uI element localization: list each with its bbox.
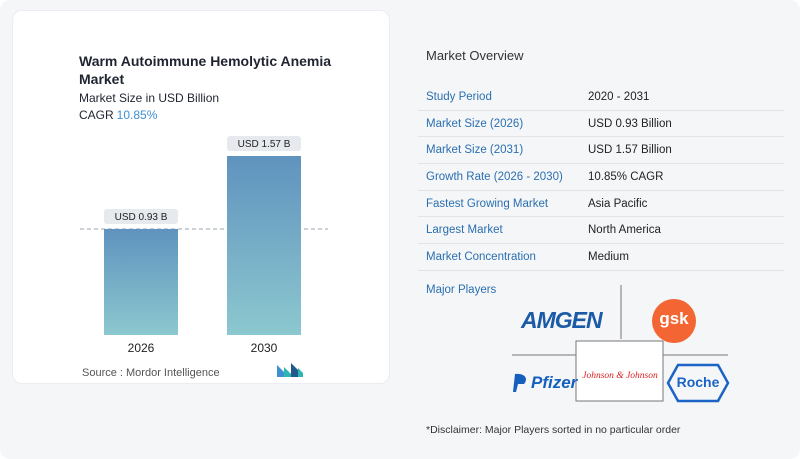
overview-row: Fastest Growing Market Asia Pacific bbox=[418, 191, 784, 218]
roche-logo-icon bbox=[666, 363, 730, 403]
pfizer-logo-icon bbox=[513, 373, 526, 392]
cagr-value: 10.85% bbox=[116, 108, 158, 122]
row-value: 2020 - 2031 bbox=[588, 90, 650, 103]
overview-row: Growth Rate (2026 - 2030) 10.85% CAGR bbox=[418, 164, 784, 191]
gsk-logo-icon bbox=[652, 299, 696, 343]
roche-logo: Roche bbox=[676, 374, 720, 390]
row-value: 10.85% CAGR bbox=[588, 170, 664, 183]
row-value: North America bbox=[588, 224, 661, 237]
johnson-logo: Johnson & Johnson bbox=[582, 371, 658, 381]
row-label: Study Period bbox=[426, 90, 492, 103]
chart-source: Source : Mordor Intelligence bbox=[82, 367, 220, 379]
bar-2030 bbox=[227, 156, 301, 335]
row-value: Asia Pacific bbox=[588, 197, 648, 210]
overview-row: Market Size (2031) USD 1.57 Billion bbox=[418, 137, 784, 165]
data-label: USD 0.93 B bbox=[115, 212, 168, 223]
mordor-logo-icon bbox=[277, 363, 303, 377]
overview-row: Study Period 2020 - 2031 bbox=[418, 84, 784, 111]
row-label: Growth Rate (2026 - 2030) bbox=[426, 170, 563, 183]
row-label: Largest Market bbox=[426, 224, 503, 237]
bar-chart: USD 0.93 B 2026 USD 1.57 B 2030 bbox=[80, 136, 328, 355]
row-label: Market Size (2031) bbox=[426, 144, 524, 157]
data-label-bg bbox=[104, 208, 178, 224]
chart-card bbox=[12, 10, 390, 384]
overview-title: Market Overview bbox=[426, 48, 524, 63]
row-value: USD 1.57 Billion bbox=[588, 144, 672, 157]
major-players-title: Major Players bbox=[426, 284, 497, 296]
cagr-label: CAGR bbox=[79, 108, 114, 122]
row-label: Market Concentration bbox=[426, 250, 536, 263]
row-label: Market Size (2026) bbox=[426, 117, 524, 130]
row-value: USD 0.93 Billion bbox=[588, 117, 672, 130]
bar-2026 bbox=[104, 228, 178, 335]
pfizer-logo: Pfizer bbox=[531, 373, 578, 392]
data-label-bg bbox=[227, 136, 301, 151]
overview-table: Study Period 2020 - 2031 Market Size (202… bbox=[418, 84, 784, 271]
amgen-logo: AMGEN bbox=[521, 307, 603, 333]
cagr-line: CAGR 10.85% bbox=[79, 108, 157, 122]
x-tick-label: 2026 bbox=[128, 341, 155, 355]
data-label: USD 1.57 B bbox=[238, 139, 291, 150]
gsk-logo-text: gsk bbox=[659, 309, 689, 328]
chart-subtitle: Market Size in USD Billion bbox=[79, 91, 220, 105]
players-grid bbox=[512, 285, 728, 402]
row-value: Medium bbox=[588, 250, 629, 263]
chart-title: Warm Autoimmune Hemolytic Anemia Market bbox=[79, 53, 332, 87]
overview-row: Largest Market North America bbox=[418, 217, 784, 245]
overview-row: Market Concentration Medium bbox=[418, 244, 784, 271]
overview-row: Market Size (2026) USD 0.93 Billion bbox=[418, 111, 784, 138]
row-label: Fastest Growing Market bbox=[426, 197, 549, 210]
disclaimer: *Disclaimer: Major Players sorted in no … bbox=[426, 424, 681, 436]
x-tick-label: 2030 bbox=[251, 341, 278, 355]
